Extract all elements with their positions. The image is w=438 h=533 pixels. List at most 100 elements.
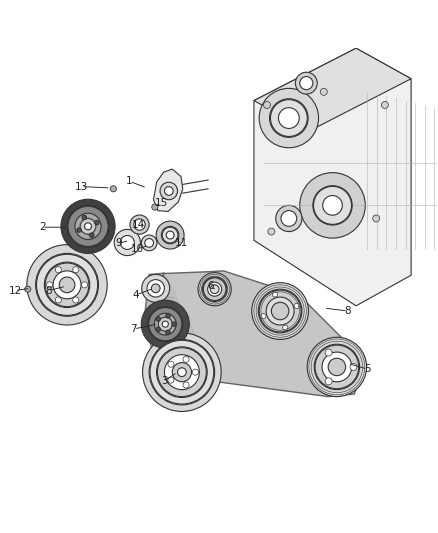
Circle shape (35, 253, 99, 316)
Text: 8: 8 (345, 306, 351, 316)
Circle shape (53, 271, 81, 299)
Circle shape (147, 280, 164, 297)
Circle shape (300, 77, 313, 90)
Circle shape (259, 88, 318, 148)
Circle shape (272, 292, 278, 297)
Circle shape (154, 313, 176, 335)
Circle shape (27, 245, 107, 325)
Circle shape (110, 185, 117, 192)
Circle shape (44, 262, 90, 308)
Circle shape (161, 227, 179, 244)
Text: 7: 7 (131, 324, 137, 334)
Circle shape (252, 282, 308, 340)
Circle shape (145, 239, 153, 247)
Circle shape (156, 347, 207, 398)
Circle shape (328, 358, 346, 376)
Circle shape (67, 205, 109, 247)
Circle shape (120, 236, 134, 249)
Circle shape (373, 215, 380, 222)
Text: 9: 9 (115, 238, 122, 248)
Circle shape (156, 327, 160, 332)
Circle shape (25, 286, 31, 292)
Circle shape (202, 277, 227, 302)
Circle shape (281, 211, 297, 227)
Circle shape (269, 99, 308, 138)
Circle shape (381, 101, 389, 108)
Circle shape (307, 337, 367, 397)
Text: 15: 15 (155, 198, 168, 208)
Text: 13: 13 (75, 182, 88, 191)
Circle shape (150, 340, 214, 404)
Circle shape (300, 173, 365, 238)
Circle shape (143, 333, 221, 411)
Circle shape (81, 282, 88, 288)
Circle shape (314, 344, 360, 390)
Circle shape (192, 369, 198, 375)
Circle shape (55, 297, 61, 303)
Circle shape (85, 223, 92, 230)
Circle shape (268, 228, 275, 235)
Circle shape (162, 227, 178, 243)
Circle shape (114, 229, 141, 256)
Polygon shape (158, 271, 363, 397)
Circle shape (283, 325, 288, 330)
Circle shape (259, 290, 301, 332)
Circle shape (36, 254, 98, 316)
Circle shape (264, 101, 271, 108)
Text: 6: 6 (207, 281, 214, 291)
Circle shape (276, 205, 302, 231)
Circle shape (55, 266, 61, 273)
Circle shape (350, 364, 357, 370)
Circle shape (315, 345, 359, 389)
Text: 4: 4 (133, 290, 139, 300)
Polygon shape (254, 48, 411, 306)
Circle shape (77, 228, 81, 232)
Circle shape (294, 303, 300, 309)
Circle shape (261, 313, 266, 319)
Text: 10: 10 (131, 244, 144, 254)
Circle shape (320, 88, 327, 95)
Circle shape (172, 362, 191, 382)
Circle shape (198, 272, 231, 306)
Circle shape (166, 231, 174, 239)
Circle shape (149, 340, 215, 405)
Circle shape (130, 215, 149, 234)
Text: 14: 14 (132, 220, 145, 230)
Circle shape (75, 213, 101, 239)
Circle shape (272, 302, 289, 320)
Circle shape (168, 377, 174, 383)
Circle shape (68, 206, 108, 246)
Circle shape (172, 322, 176, 326)
Circle shape (156, 221, 184, 249)
Circle shape (323, 196, 343, 215)
Circle shape (203, 278, 226, 301)
Circle shape (313, 185, 352, 225)
Circle shape (157, 348, 206, 397)
Text: 3: 3 (161, 376, 168, 386)
Circle shape (183, 356, 189, 362)
Circle shape (168, 361, 174, 367)
Circle shape (59, 277, 75, 293)
Circle shape (148, 306, 183, 342)
Text: 2: 2 (39, 222, 46, 232)
Circle shape (73, 297, 79, 303)
Circle shape (82, 215, 86, 220)
Circle shape (270, 100, 307, 136)
Circle shape (152, 204, 158, 210)
Circle shape (325, 378, 332, 385)
Circle shape (266, 297, 294, 325)
Circle shape (149, 308, 182, 341)
Circle shape (166, 330, 170, 335)
Circle shape (258, 289, 302, 333)
Circle shape (166, 313, 170, 318)
Circle shape (141, 300, 189, 348)
Circle shape (90, 233, 94, 237)
Circle shape (61, 199, 115, 253)
Text: 11: 11 (175, 238, 188, 248)
Circle shape (314, 187, 352, 224)
Circle shape (183, 382, 189, 388)
Circle shape (295, 72, 317, 94)
Circle shape (80, 219, 96, 234)
Circle shape (95, 221, 99, 225)
Text: 1: 1 (126, 176, 133, 187)
